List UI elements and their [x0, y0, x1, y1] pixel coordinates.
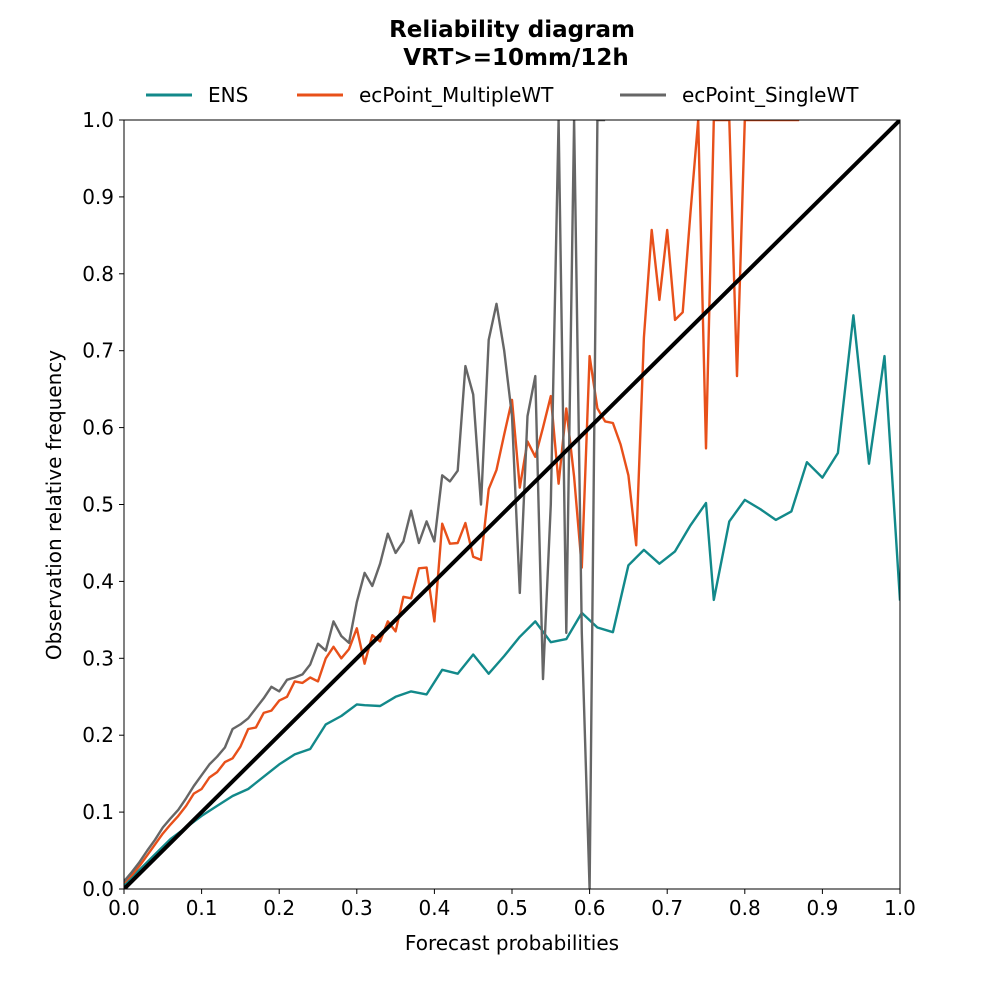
chart-title: Reliability diagram [389, 17, 635, 43]
series-line-ecpoint-multiplewt [124, 120, 800, 884]
legend-label-ecpoint-multiplewt: ecPoint_MultipleWT [359, 83, 554, 107]
x-tick-label: 0.8 [729, 896, 761, 920]
y-tick-label: 0.4 [82, 569, 114, 593]
y-tick-label: 0.2 [82, 723, 114, 747]
x-tick-label: 0.0 [108, 896, 140, 920]
legend: ENS ecPoint_MultipleWT ecPoint_SingleWT [146, 83, 859, 107]
series-line-ens [124, 314, 900, 887]
y-tick-label: 0.1 [82, 800, 114, 824]
x-tick-label: 0.2 [263, 896, 295, 920]
y-tick-label: 0.3 [82, 646, 114, 670]
x-axis-label: Forecast probabilities [405, 931, 619, 955]
x-tick-label: 0.5 [496, 896, 528, 920]
y-tick-label: 0.0 [82, 877, 114, 901]
legend-label-ecpoint-singlewt: ecPoint_SingleWT [682, 83, 859, 107]
y-tick-label: 0.8 [82, 262, 114, 286]
x-axis: 0.0 0.1 0.2 0.3 0.4 0.5 0.6 0.7 0.8 0.9 1.0 [108, 889, 916, 920]
legend-label-ens: ENS [208, 83, 248, 107]
y-tick-label: 0.9 [82, 185, 114, 209]
y-tick-label: 1.0 [82, 108, 114, 132]
chart-subtitle: VRT>=10mm/12h [403, 45, 628, 71]
y-axis: 0.0 0.1 0.2 0.3 0.4 0.5 0.6 0.7 0.8 0.9 1.0 [82, 108, 124, 901]
series-line-ecpoint-singlewt [124, 120, 606, 889]
x-tick-label: 0.7 [651, 896, 683, 920]
y-tick-label: 0.5 [82, 493, 114, 517]
x-tick-label: 1.0 [884, 896, 916, 920]
x-tick-label: 0.1 [186, 896, 218, 920]
y-axis-label: Observation relative frequency [42, 350, 66, 660]
diagonal-reference-line [124, 120, 900, 889]
y-tick-label: 0.6 [82, 416, 114, 440]
x-tick-label: 0.9 [806, 896, 838, 920]
series-layer [124, 120, 900, 889]
x-tick-label: 0.4 [418, 896, 450, 920]
x-tick-label: 0.6 [574, 896, 606, 920]
y-tick-label: 0.7 [82, 339, 114, 363]
x-tick-label: 0.3 [341, 896, 373, 920]
